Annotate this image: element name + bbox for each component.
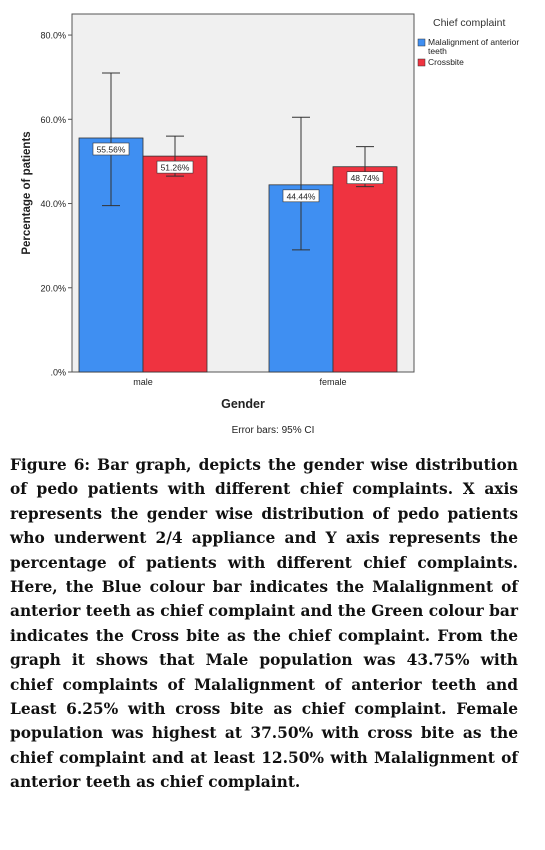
legend-label-malalignment-line1: Malalignment of anterior bbox=[428, 37, 519, 47]
data-label-box bbox=[156, 160, 194, 174]
bar-group: 55.56% 51.26% 44.44% 48.74% bbox=[78, 72, 398, 373]
y-tick-label: 60.0% bbox=[40, 115, 66, 125]
legend: Chief complaint Malalignment of anterior… bbox=[417, 17, 522, 67]
x-axis-label: Gender bbox=[221, 397, 265, 411]
data-label: 51.26% bbox=[161, 163, 190, 173]
bar bbox=[332, 166, 398, 373]
legend-label-crossbite: Crossbite bbox=[428, 57, 464, 67]
y-tick-label: 40.0% bbox=[40, 199, 66, 209]
legend-label-malalignment-line2: teeth bbox=[428, 46, 447, 56]
bar-chart: .0% 20.0% 40.0% 60.0% 80.0% 55.56% 51.26% 44.4… bbox=[21, 13, 522, 436]
x-tick-label: female bbox=[319, 377, 346, 387]
x-tick-label: male bbox=[133, 377, 153, 387]
data-label-box bbox=[346, 171, 384, 185]
data-label: 55.56% bbox=[97, 144, 126, 154]
legend-swatch-crossbite bbox=[417, 58, 426, 67]
y-axis-label: Percentage of patients bbox=[21, 131, 33, 254]
legend-swatch-malalignment bbox=[417, 38, 426, 47]
legend-title: Chief complaint bbox=[433, 17, 505, 29]
data-label-box bbox=[282, 189, 320, 203]
data-label: 44.44% bbox=[287, 191, 316, 201]
y-axis-ticks: .0% 20.0% 40.0% 60.0% 80.0% bbox=[40, 31, 72, 378]
y-tick-label: 80.0% bbox=[40, 31, 66, 41]
error-bars-footnote: Error bars: 95% CI bbox=[232, 425, 315, 436]
figure-caption: Figure 6: Bar graph, depicts the gender … bbox=[10, 456, 518, 792]
bar bbox=[142, 155, 208, 373]
x-axis-ticks: male female bbox=[133, 377, 346, 387]
data-label-box bbox=[92, 142, 130, 156]
bar bbox=[78, 137, 144, 373]
y-tick-label: 20.0% bbox=[40, 283, 66, 293]
data-label: 48.74% bbox=[351, 173, 380, 183]
y-tick-label: .0% bbox=[50, 368, 66, 378]
legend-label-malalignment: Malalignment of anterior teeth bbox=[428, 37, 522, 56]
